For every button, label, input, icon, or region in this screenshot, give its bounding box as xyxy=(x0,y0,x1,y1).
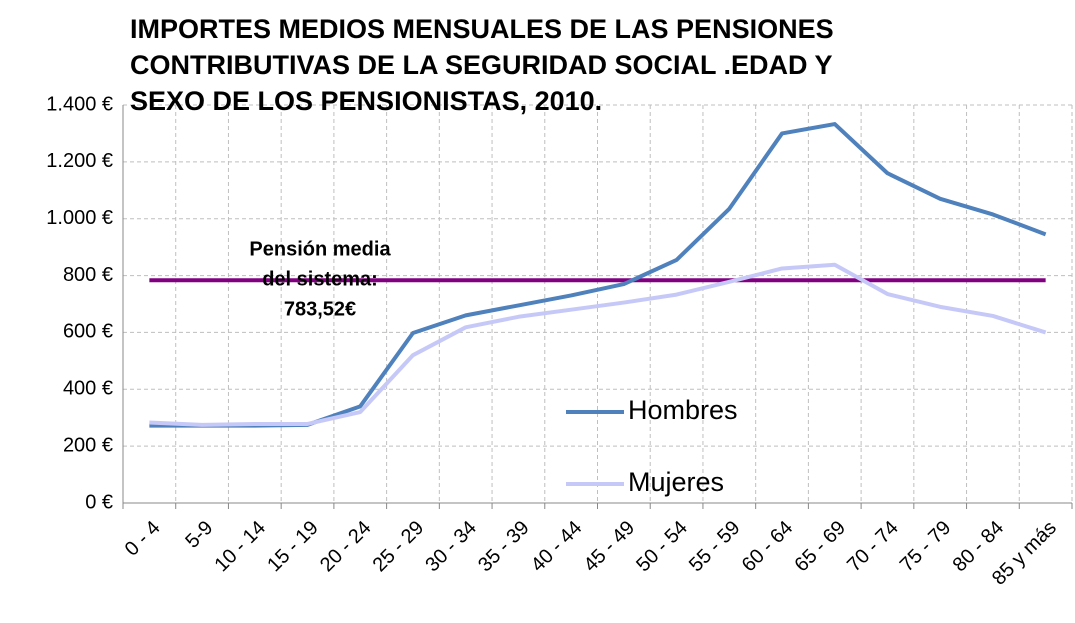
chart-title: CONTRIBUTIVAS DE LA SEGURIDAD SOCIAL .ED… xyxy=(130,50,833,80)
y-tick-label: 0 € xyxy=(85,491,113,513)
annotation: del sistema: xyxy=(262,268,378,290)
legend-label: Mujeres xyxy=(628,467,724,497)
x-tick-label: 35 - 39 xyxy=(474,517,534,577)
x-tick-label: 40 - 44 xyxy=(527,517,587,577)
x-tick-label: 30 - 34 xyxy=(421,517,481,577)
x-tick-label: 50 - 54 xyxy=(632,517,692,577)
annotation: Pensión media xyxy=(249,238,391,260)
x-tick-label: 25 - 29 xyxy=(369,517,429,577)
x-tick-label: 20 - 24 xyxy=(316,517,376,577)
y-tick-label: 1.400 € xyxy=(46,93,113,115)
legend-label: Hombres xyxy=(628,395,738,425)
y-tick-label: 800 € xyxy=(63,264,113,286)
annotation: 783,52€ xyxy=(284,298,356,320)
x-tick-label: 55 - 59 xyxy=(685,517,745,577)
x-tick-label: 5-9 xyxy=(181,517,217,553)
x-tick-label: 10 - 14 xyxy=(210,517,270,577)
y-tick-label: 1.000 € xyxy=(46,207,113,229)
series-line xyxy=(149,262,1047,427)
x-tick-label: 60 - 64 xyxy=(738,517,798,577)
y-tick-label: 1.200 € xyxy=(46,150,113,172)
y-tick-label: 200 € xyxy=(63,434,113,456)
x-tick-label: 15 - 19 xyxy=(263,517,323,577)
x-tick-label: 45 - 49 xyxy=(580,517,640,577)
chart-title: IMPORTES MEDIOS MENSUALES DE LAS PENSION… xyxy=(130,14,834,44)
y-tick-label: 600 € xyxy=(63,321,113,343)
x-tick-label: 70 - 74 xyxy=(843,517,903,577)
x-tick-label: 0 - 4 xyxy=(121,517,165,561)
y-tick-label: 400 € xyxy=(63,378,113,400)
x-tick-label: 75 - 79 xyxy=(896,517,956,577)
chart-title: SEXO DE LOS PENSIONISTAS, 2010. xyxy=(130,86,602,116)
x-tick-label: 65 - 69 xyxy=(790,517,850,577)
